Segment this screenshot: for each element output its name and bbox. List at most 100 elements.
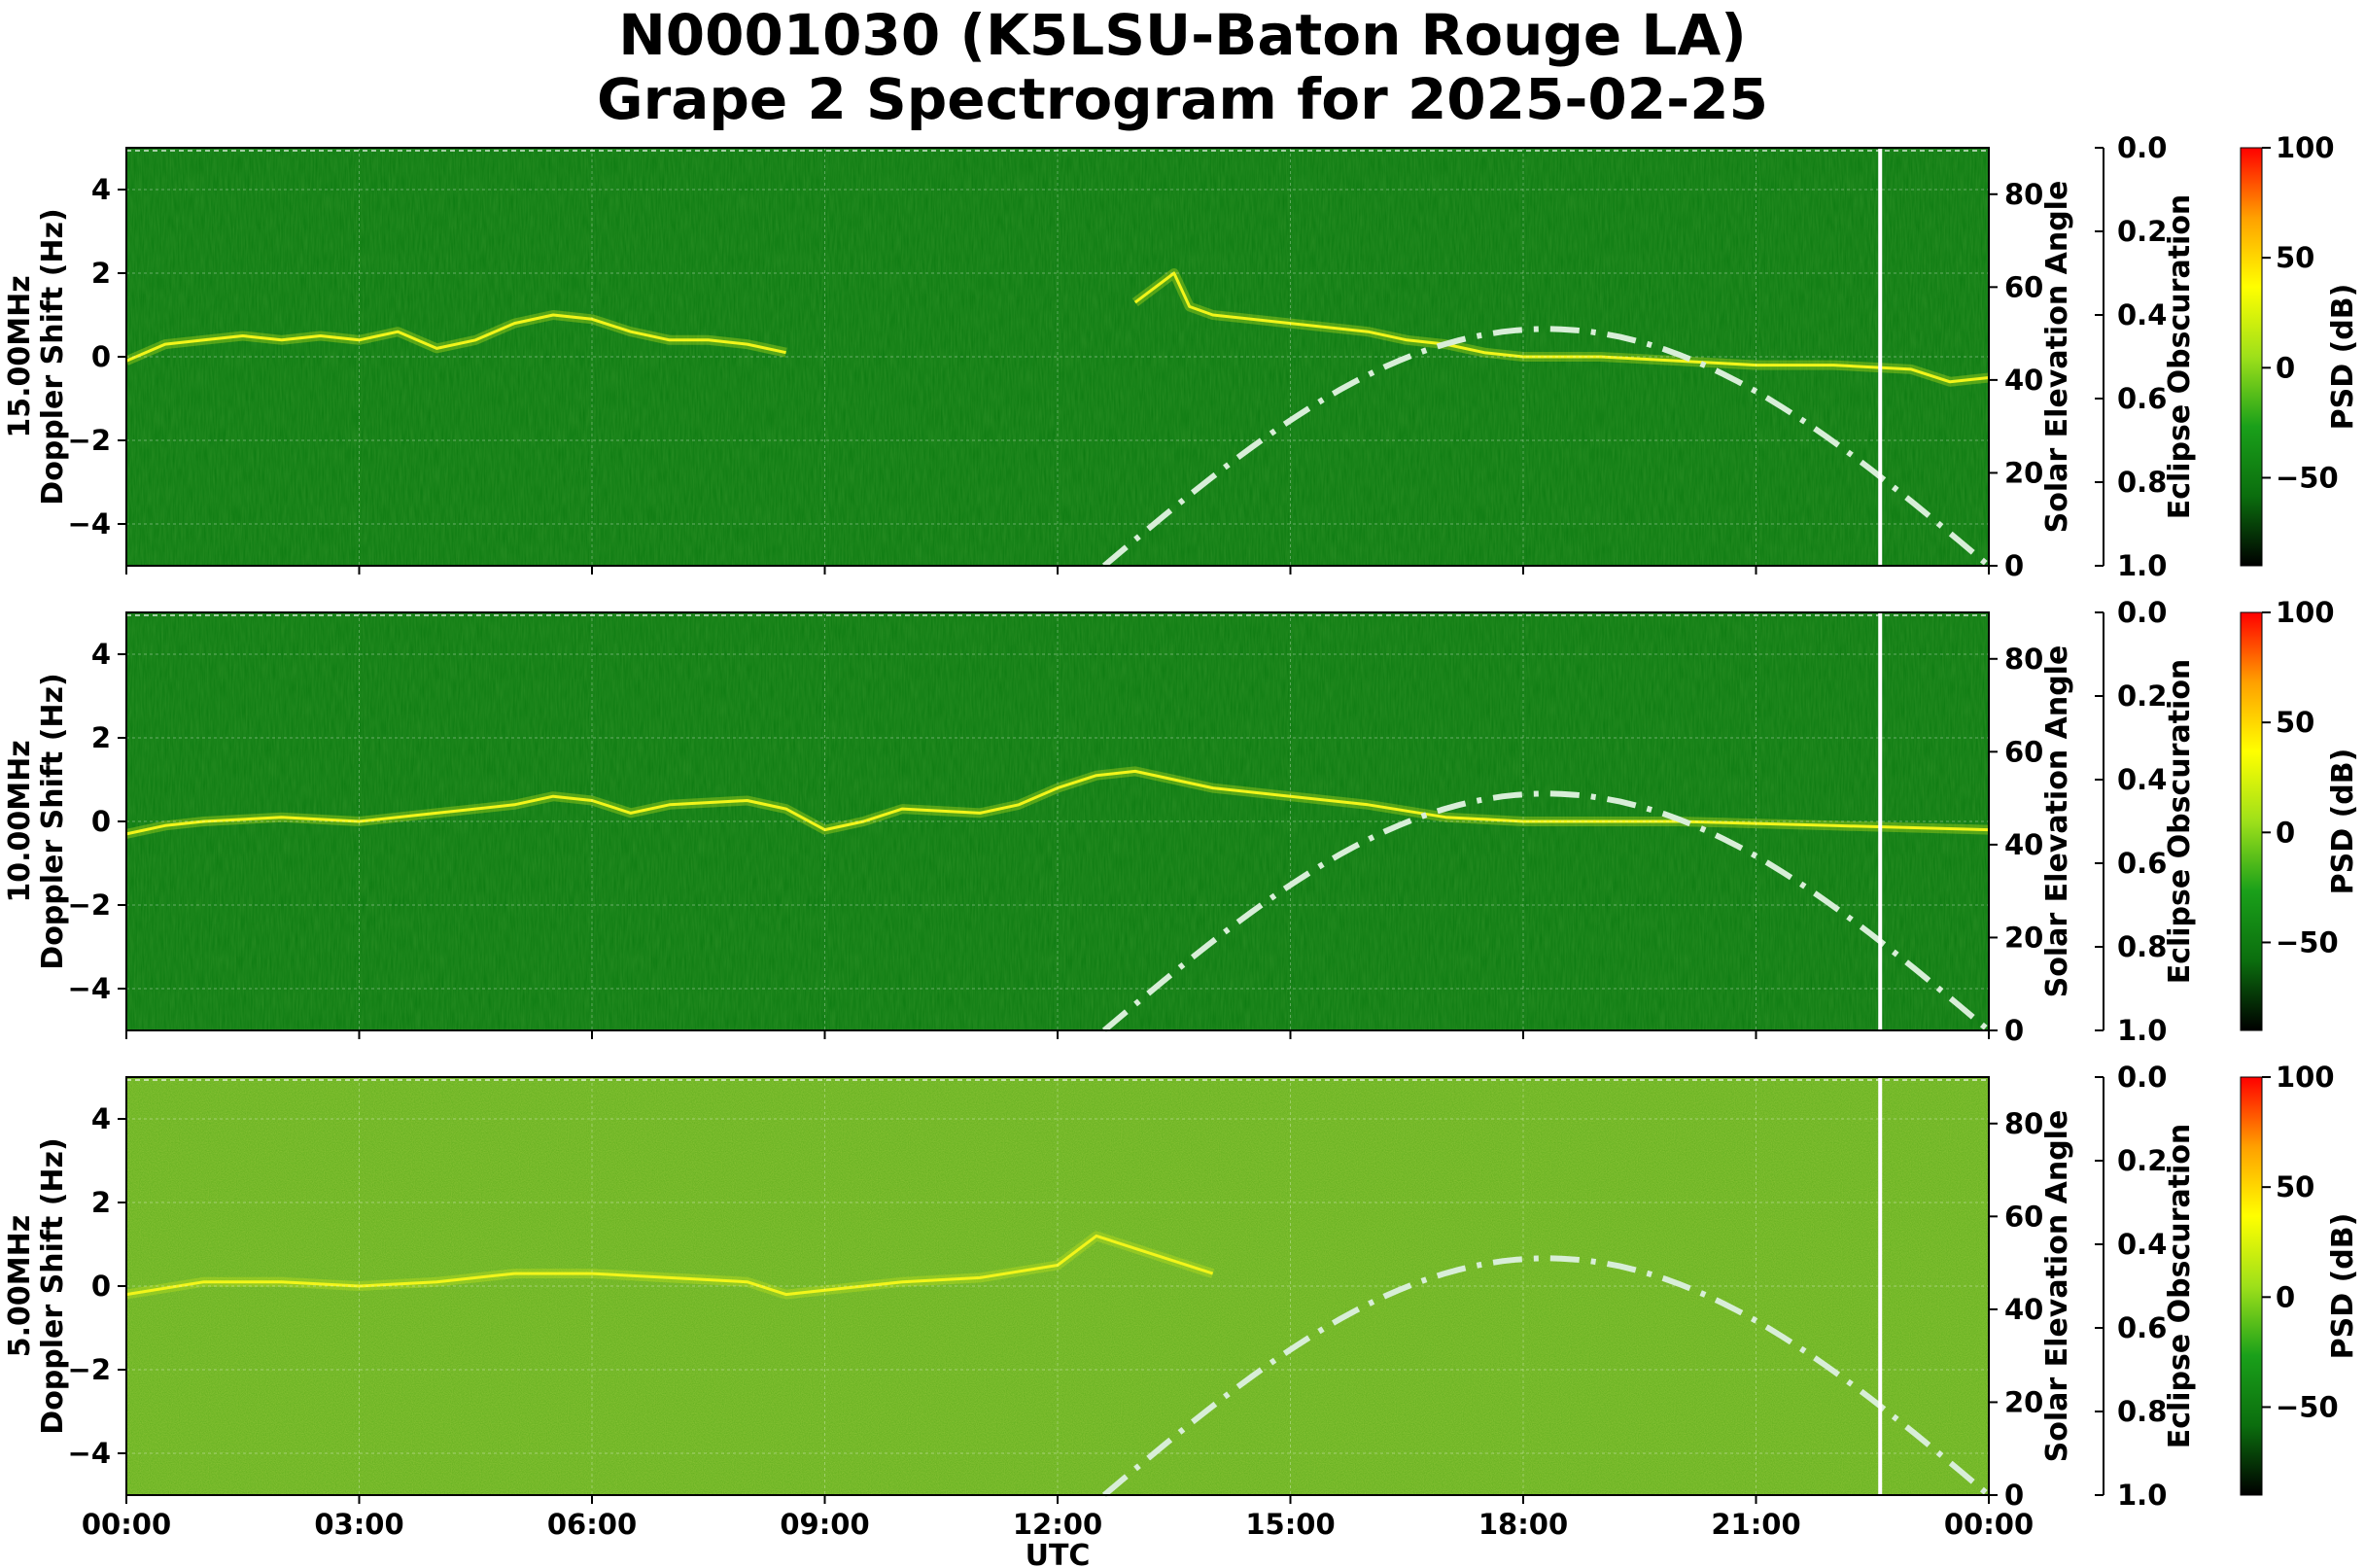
ylabel-doppler: Doppler Shift (Hz) (36, 208, 70, 505)
solar-elevation-curve (1101, 1255, 1991, 1498)
x-tick-label: 18:00 (1478, 1508, 1568, 1541)
y-tick-label: 0 (91, 805, 111, 838)
panel-10-00mhz: 420−2−410.00MHz Doppler Shift (Hz)0204060… (3, 596, 2360, 1047)
solar-tick-label: 20 (2004, 1385, 2043, 1418)
solar-tick-label: 60 (2004, 1200, 2043, 1233)
colorbar-tick-label: 50 (2276, 241, 2314, 274)
colorbar-label: PSD (dB) (2326, 749, 2360, 895)
solar-elevation-curve (1101, 326, 1991, 569)
y-tick-label: 4 (91, 173, 111, 206)
panel-5-00mhz: 420−2−45.00MHz Doppler Shift (Hz)00:00 03:… (3, 1061, 2360, 1568)
y-tick-label: 2 (91, 721, 111, 754)
colorbar-tick-label: 100 (2276, 1061, 2335, 1094)
y-tick-label: −2 (68, 424, 111, 457)
figure-title: N0001030 (K5LSU-Baton Rouge LA) (618, 2, 1747, 68)
eclipse-tick-label: 0.8 (2117, 1395, 2167, 1428)
solar-tick-label: 60 (2004, 735, 2043, 768)
y-tick-label: 0 (91, 1270, 111, 1303)
ylabel-frequency: 10.00MHz (3, 740, 37, 902)
solar-tick-label: 80 (2004, 643, 2043, 676)
colorbar-label: PSD (dB) (2326, 284, 2360, 431)
panel-15-00mhz: 420−2−415.00MHz Doppler Shift (Hz)0204060… (3, 131, 2360, 582)
y-tick-label: 4 (91, 1102, 111, 1135)
colorbar-tick-label: 0 (2276, 351, 2295, 384)
doppler-trace (125, 1234, 1214, 1297)
solar-tick-label: 20 (2004, 921, 2043, 954)
solar-tick-label: 0 (2004, 1479, 2024, 1512)
y-tick-label: −2 (68, 889, 111, 922)
eclipse-tick-label: 0.8 (2117, 466, 2167, 499)
x-tick-label: 15:00 (1245, 1508, 1335, 1541)
x-tick-label: 00:00 (1944, 1508, 2034, 1541)
colorbar-tick-label: 100 (2276, 131, 2335, 164)
eclipse-obscuration-label: Eclipse Obscuration (2163, 659, 2197, 985)
eclipse-tick-label: 0.6 (2117, 847, 2167, 880)
y-tick-label: 2 (91, 257, 111, 290)
eclipse-tick-label: 0.2 (2117, 1144, 2167, 1177)
eclipse-tick-label: 0.2 (2117, 679, 2167, 713)
eclipse-tick-label: 1.0 (2117, 1479, 2167, 1512)
ylabel-frequency: 5.00MHz (3, 1215, 37, 1357)
solar-tick-label: 0 (2004, 1014, 2024, 1047)
colorbar-tick-label: 100 (2276, 596, 2335, 629)
colorbar-tick-label: 50 (2276, 706, 2314, 739)
eclipse-tick-label: 1.0 (2117, 1014, 2167, 1047)
eclipse-tick-label: 0.4 (2117, 763, 2167, 796)
y-tick-label: −4 (68, 1437, 111, 1470)
x-tick-label: 21:00 (1711, 1508, 1800, 1541)
eclipse-tick-label: 0.0 (2117, 596, 2167, 629)
y-tick-label: 4 (91, 638, 111, 671)
x-tick-label: 03:00 (314, 1508, 403, 1541)
ylabel-doppler: Doppler Shift (Hz) (36, 1137, 70, 1434)
colorbar-tick-label: −50 (2276, 461, 2339, 494)
solar-tick-label: 80 (2004, 178, 2043, 211)
x-tick-label: 12:00 (1013, 1508, 1102, 1541)
y-tick-label: 0 (91, 340, 111, 373)
eclipse-tick-label: 0.8 (2117, 930, 2167, 963)
x-tick-label: 00:00 (82, 1508, 171, 1541)
colorbar (2240, 611, 2263, 1031)
y-tick-label: −4 (68, 507, 111, 540)
colorbar-tick-label: −50 (2276, 1390, 2339, 1423)
eclipse-tick-label: 0.4 (2117, 1228, 2167, 1261)
eclipse-tick-label: 0.4 (2117, 298, 2167, 331)
colorbar (2240, 147, 2263, 567)
y-tick-label: −4 (68, 972, 111, 1005)
eclipse-tick-label: 0.0 (2117, 1061, 2167, 1094)
solar-elevation-label: Solar Elevation Angle (2040, 1110, 2074, 1463)
colorbar-label: PSD (dB) (2326, 1213, 2360, 1360)
solar-tick-label: 0 (2004, 549, 2024, 582)
colorbar-tick-label: 50 (2276, 1170, 2314, 1203)
solar-tick-label: 60 (2004, 270, 2043, 303)
x-tick-label: 09:00 (780, 1508, 869, 1541)
solar-tick-label: 40 (2004, 364, 2043, 397)
colorbar-tick-label: 0 (2276, 1280, 2295, 1313)
solar-tick-label: 40 (2004, 828, 2043, 861)
eclipse-obscuration-label: Eclipse Obscuration (2163, 194, 2197, 520)
eclipse-tick-label: 1.0 (2117, 549, 2167, 582)
colorbar-tick-label: 0 (2276, 816, 2295, 849)
colorbar-tick-label: −50 (2276, 925, 2339, 958)
eclipse-tick-label: 0.6 (2117, 382, 2167, 415)
figure-subtitle: Grape 2 Spectrogram for 2025-02-25 (597, 66, 1768, 132)
solar-tick-label: 40 (2004, 1293, 2043, 1326)
y-tick-label: −2 (68, 1353, 111, 1386)
colorbar (2240, 1076, 2263, 1496)
doppler-trace (125, 769, 1990, 836)
ylabel-doppler: Doppler Shift (Hz) (36, 673, 70, 969)
eclipse-tick-label: 0.0 (2117, 131, 2167, 164)
doppler-trace (125, 313, 786, 363)
x-tick-label: 06:00 (547, 1508, 637, 1541)
solar-elevation-curve (1101, 790, 1991, 1033)
eclipse-tick-label: 0.2 (2117, 215, 2167, 248)
eclipse-obscuration-label: Eclipse Obscuration (2163, 1124, 2197, 1449)
y-tick-label: 2 (91, 1186, 111, 1219)
ylabel-frequency: 15.00MHz (3, 275, 37, 437)
solar-elevation-label: Solar Elevation Angle (2040, 645, 2074, 998)
solar-tick-label: 80 (2004, 1107, 2043, 1140)
doppler-trace (1133, 271, 1990, 384)
eclipse-tick-label: 0.6 (2117, 1311, 2167, 1344)
solar-tick-label: 20 (2004, 456, 2043, 489)
